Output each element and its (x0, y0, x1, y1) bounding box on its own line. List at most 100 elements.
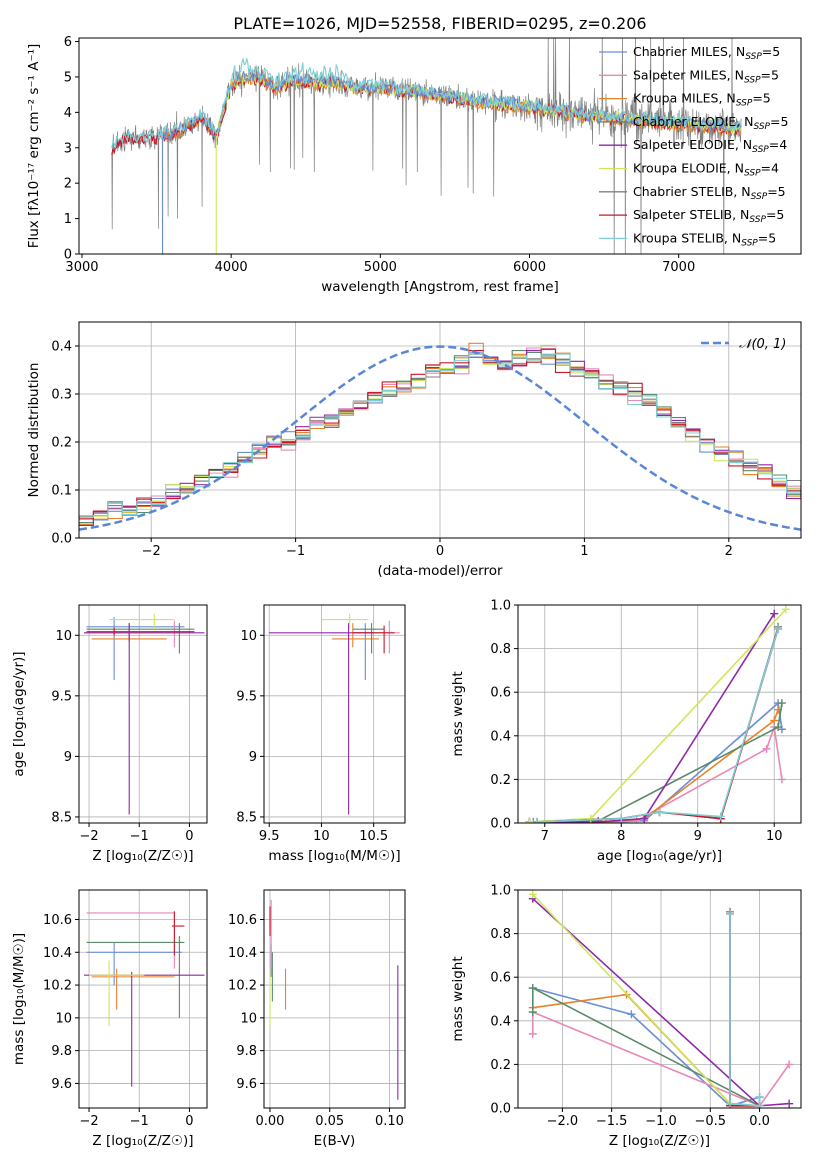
x-tick-label: 0.05 (315, 1114, 344, 1129)
y-tick-label: 0.8 (490, 642, 511, 657)
x-tick-label: −1 (130, 1114, 149, 1129)
axes-frame (517, 604, 802, 824)
weight-series-line (729, 914, 760, 1107)
x-axis-label: mass [log₁₀(M/M☉)] (268, 848, 400, 864)
weight-point-marker (525, 817, 534, 823)
legend-label: Kroupa STELIB, NSSP=5 (633, 230, 776, 248)
y-tick-label: 10 (55, 1011, 72, 1026)
y-axis-label: Flux [fλ10⁻¹⁷ erg cm⁻² s⁻¹ A⁻¹] (26, 44, 42, 249)
weight-series-line (529, 702, 783, 823)
mass-vs-Z-plot-area (84, 911, 205, 1087)
y-tick-label: 0.6 (490, 971, 511, 986)
histogram-step-line (79, 350, 801, 524)
weight-point-marker (774, 723, 783, 732)
y-tick-label: 3 (64, 141, 72, 156)
weight-point-marker (777, 775, 786, 784)
legend-label: Salpeter STELIB, NSSP=5 (633, 207, 784, 225)
legend-label-suffix: =5 (762, 44, 780, 59)
y-tick-label: 5 (64, 70, 72, 85)
mass-vs-Z-panel: −2 −1 0 9.6 9.8 10 10.2 10.4 10.6 Z [log₁₀(Z/Z☉)]… (11, 889, 208, 1149)
x-tick-label: 1 (580, 544, 588, 559)
x-tick-label: 7 (541, 829, 549, 844)
weight-series-line (532, 993, 760, 1107)
y-tick-label: 9 (64, 750, 72, 765)
y-tick-label: 0.0 (490, 1102, 511, 1117)
legend-label-suffix: =5 (766, 207, 784, 222)
x-tick-label: −1.0 (645, 1114, 677, 1129)
y-tick-label: 10.6 (228, 913, 257, 928)
x-axis-label: Z [log₁₀(Z/Z☉)] (92, 848, 193, 864)
weight-point-marker (655, 808, 664, 817)
legend-label-text: Chabrier ELODIE, N (633, 114, 753, 129)
legend-label: Salpeter ELODIE, NSSP=4 (633, 137, 787, 155)
spectrum-model-line (161, 71, 742, 254)
x-tick-label: 0 (185, 829, 193, 844)
y-tick-label: 10.6 (43, 913, 72, 928)
weight-point-marker (627, 1010, 636, 1019)
legend-label: Kroupa ELODIE, NSSP=4 (633, 161, 779, 179)
histogram-step-line (79, 347, 801, 525)
histogram-step-line (79, 351, 801, 518)
y-tick-label: 0 (64, 248, 72, 263)
y-tick-label: 10 (55, 629, 72, 644)
legend-label: 𝒩(0, 1) (739, 337, 786, 352)
weight-series-line (529, 709, 779, 823)
weight-point-marker (777, 699, 786, 708)
x-tick-label: 7000 (662, 260, 695, 275)
y-tick-label: 10.2 (228, 979, 257, 994)
y-tick-label: 9.8 (51, 1044, 72, 1059)
y-tick-label: 0.0 (51, 532, 72, 547)
legend-label: Kroupa MILES, NSSP=5 (633, 91, 771, 109)
legend-label-text: Kroupa ELODIE, N (633, 161, 744, 176)
y-tick-label: 0.2 (490, 1058, 511, 1073)
x-axis-label: Z [log₁₀(Z/Z☉)] (92, 1133, 193, 1149)
axes-frame (78, 889, 208, 1109)
legend-label-suffix: =5 (758, 230, 776, 245)
y-tick-label: 6 (64, 35, 72, 50)
y-axis-label: mass weight (450, 671, 466, 756)
y-axis-label: mass [log₁₀(M/M☉)] (11, 933, 27, 1065)
legend-label-sub: SSP (751, 192, 768, 202)
y-tick-label: 10.2 (43, 979, 72, 994)
y-tick-label: 1 (64, 212, 72, 227)
legend-label-suffix: =5 (752, 91, 770, 106)
axes-frame (78, 604, 208, 824)
y-tick-label: 10.4 (228, 946, 257, 961)
weight-point-marker (755, 1093, 764, 1102)
residuals-plot-area (79, 342, 801, 531)
legend-label-sub: SSP (753, 122, 770, 132)
x-tick-label: −0.5 (694, 1114, 726, 1129)
y-tick-label: 10 (240, 629, 257, 644)
weight-point-marker (640, 814, 649, 823)
histogram-step-line (79, 350, 801, 521)
mass-vs-ebv-panel: 0.00 0.05 0.10 9.6 9.8 10 10.2 10.4 10.6 E(B-V) (228, 889, 406, 1149)
legend-label-text: Kroupa STELIB, N (633, 230, 741, 245)
weight-point-marker (774, 624, 783, 633)
weight-point-marker (770, 609, 779, 618)
x-tick-label: −1 (286, 544, 305, 559)
weight-point-marker (716, 812, 725, 821)
x-tick-label: 4000 (215, 260, 248, 275)
legend-label-text: Salpeter STELIB, N (633, 207, 749, 222)
x-tick-label: 10 (313, 829, 330, 844)
y-tick-label: 0.4 (490, 1014, 511, 1029)
age-vs-Z-panel: −2 −1 0 8.5 9 9.5 10 Z [log₁₀(Z/Z☉)] age [log₁₀(… (11, 604, 208, 864)
x-tick-label: 0.00 (255, 1114, 284, 1129)
y-axis-label: age [log₁₀(age/yr)] (11, 651, 27, 776)
y-axis-label: Normed distribution (26, 363, 42, 498)
y-tick-label: 10.4 (43, 946, 72, 961)
weight-point-marker (632, 816, 641, 823)
age-vs-Z-plot-area (84, 613, 205, 815)
y-tick-label: 0.0 (490, 817, 511, 832)
weight-point-marker (528, 984, 537, 993)
legend-label: Chabrier STELIB, NSSP=5 (633, 184, 786, 202)
weight-series-line (729, 911, 761, 1107)
legend-label-sub: SSP (744, 75, 761, 85)
x-tick-label: 0 (436, 544, 444, 559)
y-tick-label: 8.5 (236, 810, 257, 825)
x-tick-label: −2 (79, 829, 98, 844)
x-tick-label: 3000 (65, 260, 98, 275)
x-tick-label: −1 (130, 829, 149, 844)
chart-title: PLATE=1026, MJD=52558, FIBERID=0295, z=0… (233, 14, 646, 33)
